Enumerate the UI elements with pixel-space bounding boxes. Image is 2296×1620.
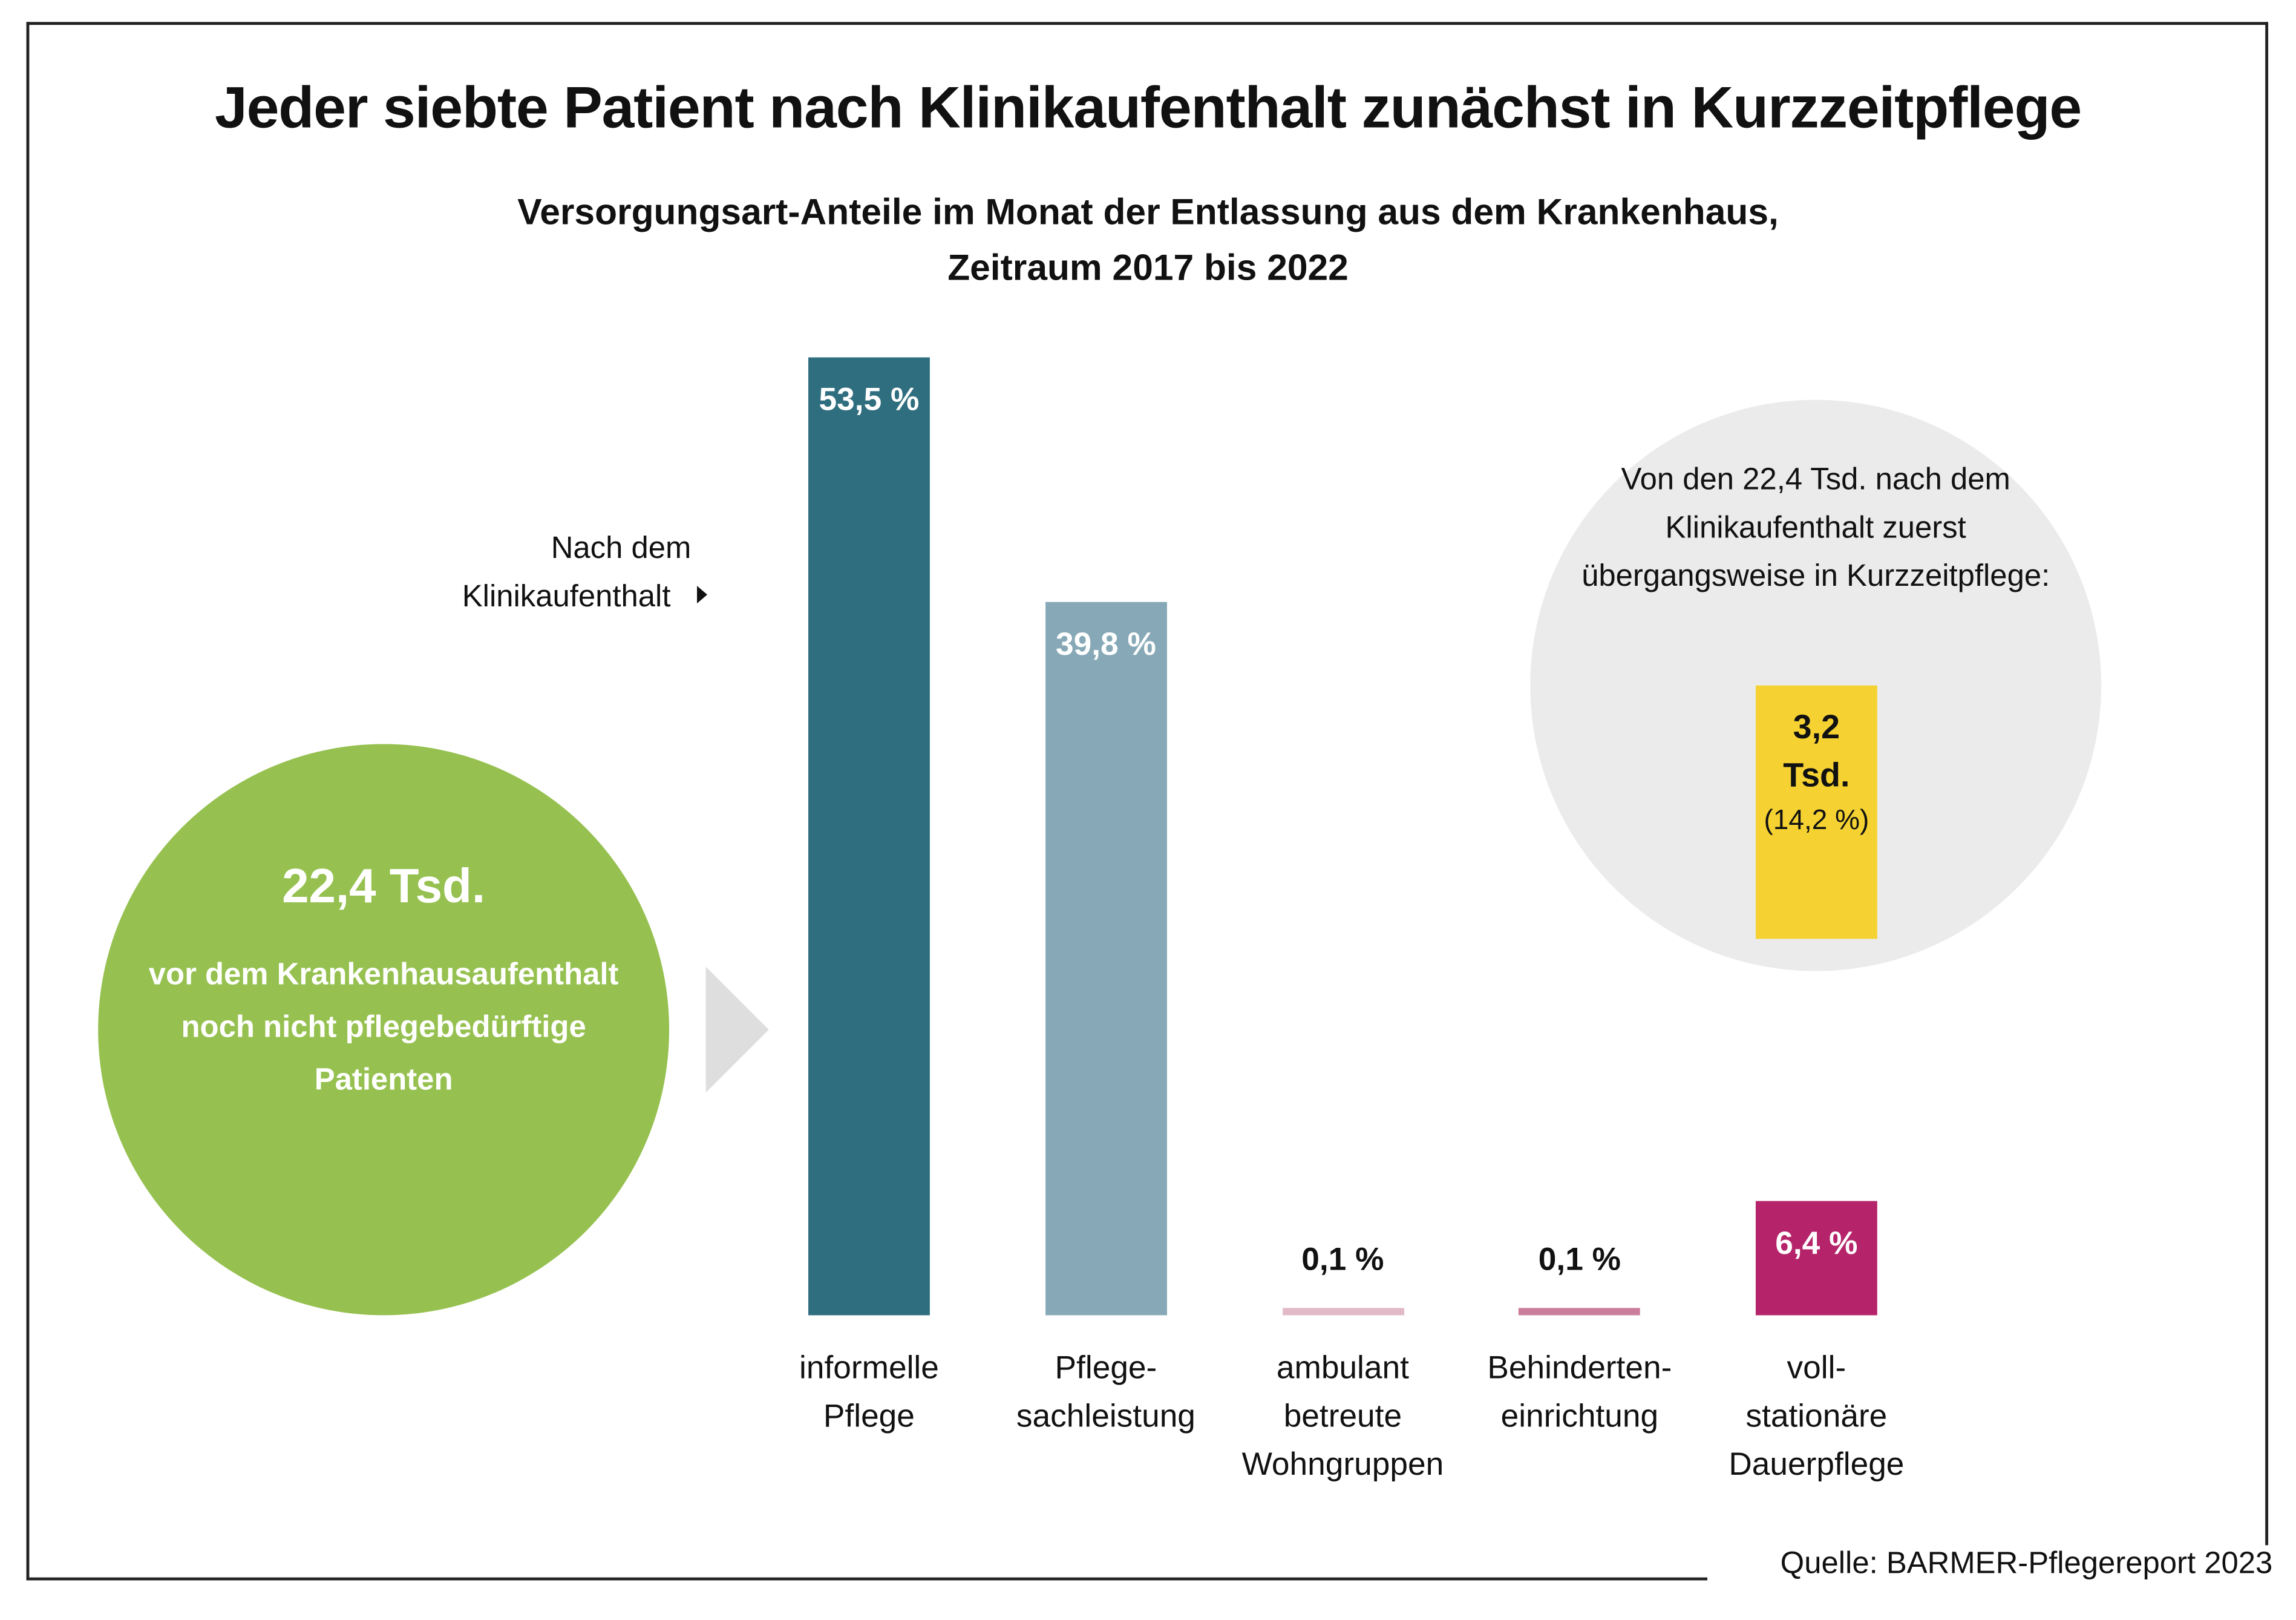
subtitle-line-1: Versorgungsart-Anteile im Monat der Entl… [517, 192, 1779, 233]
frame-left [26, 22, 30, 1581]
frame-top [26, 22, 2269, 25]
category-label-line: informelle [799, 1349, 939, 1386]
category-label-line: Dauerpflege [1729, 1445, 1905, 1483]
category-label-line: einrichtung [1500, 1397, 1659, 1434]
bar-value-label: 0,1 % [1301, 1240, 1384, 1277]
category-label-line: stationäre [1745, 1397, 1888, 1434]
patients-count: 22,4 Tsd. [282, 858, 486, 913]
bar-value-label: 6,4 % [1775, 1224, 1858, 1261]
source-note: Quelle: BARMER-Pflegereport 2023 [1780, 1546, 2273, 1581]
short-term-care-value: 3,2 Tsd. [1756, 703, 1877, 800]
category-label: Behinderten-einrichtung [1460, 1343, 1699, 1440]
category-label: voll-stationäre Dauerpflege [1697, 1343, 1936, 1488]
short-term-care-percent: (14,2 %) [1764, 805, 1869, 836]
category-label-line: Behinderten- [1487, 1349, 1672, 1386]
category-label: ambulant betreute Wohngruppen [1223, 1343, 1462, 1488]
bar-5 [1755, 1201, 1877, 1316]
bar-4 [1519, 1308, 1641, 1316]
patients-description: vor dem Krankenhausaufenthalt noch nicht… [148, 957, 619, 1097]
short-term-care-box: 3,2 Tsd. (14,2 %) [1755, 685, 1877, 939]
bar-2 [1045, 602, 1167, 1316]
category-label: Pflege-sachleistung [987, 1343, 1226, 1440]
chart-title: Jeder siebte Patient nach Klinikaufentha… [214, 76, 2082, 141]
arrow-right-icon [705, 966, 769, 1093]
value-line-1: 3,2 [1793, 707, 1840, 746]
bar-value-label: 53,5 % [819, 381, 920, 418]
chart-subtitle: Versorgungsart-Anteile im Monat der Entl… [0, 185, 2296, 296]
note-line-2: Klinikaufenthalt [462, 580, 671, 614]
category-label-line: voll- [1787, 1349, 1846, 1386]
category-label-line: Wohngruppen [1241, 1445, 1444, 1483]
category-label-line: betreute [1283, 1397, 1402, 1434]
category-label-line: ambulant [1276, 1349, 1409, 1386]
short-term-care-description: Von den 22,4 Tsd. nach dem Klinikaufenth… [1581, 462, 2050, 594]
bar-value-label: 39,8 % [1056, 626, 1156, 663]
bar-3 [1281, 1308, 1404, 1316]
subtitle-line-2: Zeitraum 2017 bis 2022 [947, 248, 1349, 289]
after-stay-note: Nach dem Klinikaufenthalt [384, 524, 692, 621]
category-label-line: sachleistung [1016, 1397, 1195, 1434]
bar-value-label: 0,1 % [1538, 1240, 1621, 1277]
frame-bottom [26, 1577, 1708, 1581]
bar-1 [808, 357, 930, 1316]
patients-circle: 22,4 Tsd. vor dem Krankenhausaufenthalt … [98, 744, 670, 1316]
category-label-line: Pflege- [1055, 1349, 1157, 1386]
frame-right [2265, 22, 2269, 1546]
note-line-1: Nach dem [551, 531, 692, 566]
value-line-2: Tsd. [1783, 755, 1850, 794]
category-label-line: Pflege [823, 1397, 915, 1434]
category-label: informelle Pflege [750, 1343, 989, 1440]
pointer-triangle-icon [697, 586, 708, 604]
